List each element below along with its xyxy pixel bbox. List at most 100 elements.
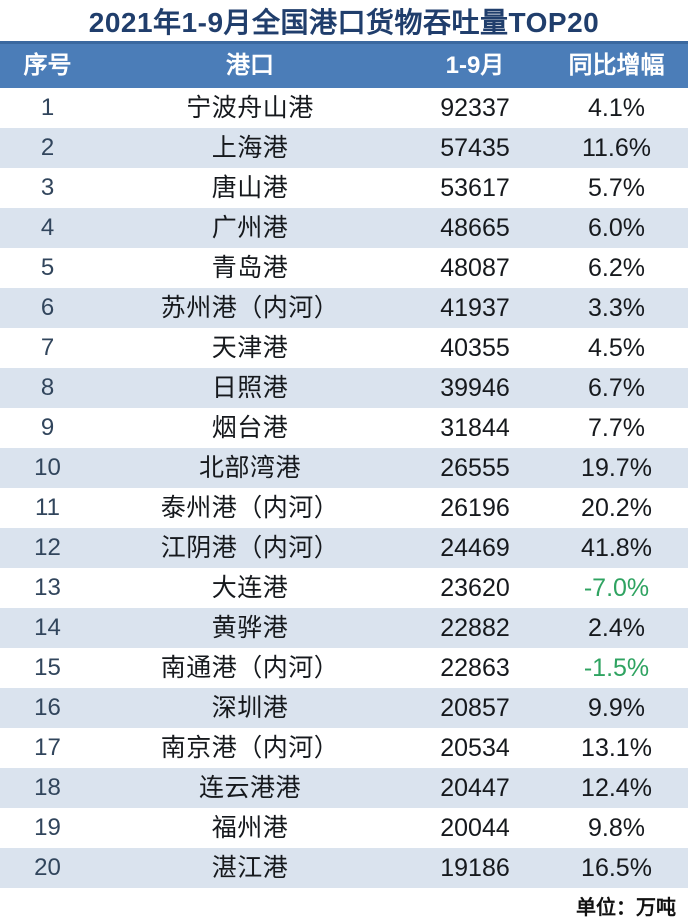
growth-cell: 4.5% bbox=[588, 333, 645, 362]
col-header-port: 港口 bbox=[226, 52, 274, 79]
growth-cell: 9.8% bbox=[588, 813, 645, 842]
table-row: 2 上海港 57435 11.6% bbox=[0, 128, 688, 168]
rank-cell: 14 bbox=[34, 614, 61, 641]
growth-cell: 19.7% bbox=[581, 453, 652, 482]
growth-cell: -7.0% bbox=[583, 573, 650, 602]
value-cell: 19186 bbox=[440, 853, 510, 882]
rank-cell: 16 bbox=[34, 694, 61, 721]
col-header-rank: 序号 bbox=[23, 52, 72, 79]
growth-cell: 2.4% bbox=[588, 613, 645, 642]
table-row: 3 唐山港 53617 5.7% bbox=[0, 168, 688, 208]
growth-cell: 7.7% bbox=[588, 413, 645, 442]
port-cell: 宁波舟山港 bbox=[186, 93, 314, 122]
port-cell: 福州港 bbox=[211, 813, 289, 842]
table-row: 4 广州港 48665 6.0% bbox=[0, 208, 688, 248]
value-cell: 20857 bbox=[440, 693, 510, 722]
port-cell: 北部湾港 bbox=[198, 453, 301, 482]
page-title: 2021年1-9月全国港口货物吞吐量TOP20 bbox=[0, 0, 688, 41]
growth-cell: 9.9% bbox=[588, 693, 645, 722]
table-row: 17 南京港（内河） 20534 13.1% bbox=[0, 728, 688, 768]
value-cell: 20534 bbox=[440, 733, 510, 762]
value-cell: 20447 bbox=[440, 773, 510, 802]
rank-cell: 7 bbox=[40, 334, 55, 361]
port-cell: 上海港 bbox=[211, 133, 289, 162]
table-row: 20 湛江港 19186 16.5% bbox=[0, 848, 688, 888]
col-header-value: 1-9月 bbox=[445, 52, 505, 79]
table-row: 10 北部湾港 26555 19.7% bbox=[0, 448, 688, 488]
value-cell: 48087 bbox=[440, 253, 510, 282]
rank-cell: 10 bbox=[34, 454, 61, 481]
growth-cell: 6.0% bbox=[588, 213, 645, 242]
rank-cell: 4 bbox=[40, 214, 55, 241]
table-row: 8 日照港 39946 6.7% bbox=[0, 368, 688, 408]
value-cell: 39946 bbox=[440, 373, 510, 402]
port-cell: 南通港（内河） bbox=[160, 653, 340, 682]
table-row: 11 泰州港（内河） 26196 20.2% bbox=[0, 488, 688, 528]
table-row: 9 烟台港 31844 7.7% bbox=[0, 408, 688, 448]
rank-cell: 18 bbox=[34, 774, 61, 801]
table-row: 5 青岛港 48087 6.2% bbox=[0, 248, 688, 288]
value-cell: 24469 bbox=[440, 533, 510, 562]
rank-cell: 1 bbox=[40, 94, 55, 121]
rank-cell: 6 bbox=[40, 294, 55, 321]
growth-cell: 4.1% bbox=[588, 93, 645, 122]
table-row: 19 福州港 20044 9.8% bbox=[0, 808, 688, 848]
port-cell: 天津港 bbox=[211, 333, 289, 362]
growth-cell: 16.5% bbox=[581, 853, 652, 882]
value-cell: 20044 bbox=[440, 813, 510, 842]
value-cell: 22882 bbox=[440, 613, 510, 642]
rank-cell: 8 bbox=[40, 374, 55, 401]
value-cell: 22863 bbox=[440, 653, 510, 682]
table-row: 1 宁波舟山港 92337 4.1% bbox=[0, 88, 688, 128]
value-cell: 48665 bbox=[440, 213, 510, 242]
rank-cell: 13 bbox=[34, 574, 61, 601]
rank-cell: 9 bbox=[40, 414, 55, 441]
port-cell: 黄骅港 bbox=[211, 613, 289, 642]
port-cell: 唐山港 bbox=[211, 173, 289, 202]
rank-cell: 19 bbox=[34, 814, 61, 841]
port-cell: 烟台港 bbox=[211, 413, 289, 442]
rank-cell: 15 bbox=[34, 654, 61, 681]
rank-cell: 5 bbox=[40, 254, 55, 281]
port-cell: 大连港 bbox=[211, 573, 289, 602]
port-cell: 江阴港（内河） bbox=[160, 533, 340, 562]
table-row: 7 天津港 40355 4.5% bbox=[0, 328, 688, 368]
col-header-growth: 同比增幅 bbox=[568, 52, 665, 79]
rank-cell: 12 bbox=[34, 534, 61, 561]
value-cell: 26555 bbox=[440, 453, 510, 482]
value-cell: 31844 bbox=[440, 413, 510, 442]
growth-cell: 41.8% bbox=[581, 533, 652, 562]
port-cell: 泰州港（内河） bbox=[160, 493, 340, 522]
value-cell: 53617 bbox=[440, 173, 510, 202]
table-row: 15 南通港（内河） 22863 -1.5% bbox=[0, 648, 688, 688]
growth-cell: 12.4% bbox=[581, 773, 652, 802]
port-cell: 广州港 bbox=[211, 213, 289, 242]
table-row: 16 深圳港 20857 9.9% bbox=[0, 688, 688, 728]
table-row: 14 黄骅港 22882 2.4% bbox=[0, 608, 688, 648]
table-row: 13 大连港 23620 -7.0% bbox=[0, 568, 688, 608]
rank-cell: 20 bbox=[34, 854, 61, 881]
table-row: 18 连云港港 20447 12.4% bbox=[0, 768, 688, 808]
value-cell: 92337 bbox=[440, 93, 510, 122]
table-row: 12 江阴港（内河） 24469 41.8% bbox=[0, 528, 688, 568]
rank-cell: 3 bbox=[40, 174, 55, 201]
table-body: 1 宁波舟山港 92337 4.1% 2 上海港 57435 11.6% 3 唐… bbox=[0, 88, 688, 888]
growth-cell: -1.5% bbox=[583, 653, 650, 682]
value-cell: 41937 bbox=[440, 293, 510, 322]
port-cell: 深圳港 bbox=[211, 693, 289, 722]
port-cell: 南京港（内河） bbox=[160, 733, 340, 762]
growth-cell: 3.3% bbox=[588, 293, 645, 322]
port-cell: 日照港 bbox=[211, 373, 289, 402]
rank-cell: 11 bbox=[35, 494, 60, 521]
port-cell: 青岛港 bbox=[211, 253, 289, 282]
rank-cell: 17 bbox=[34, 734, 61, 761]
growth-cell: 5.7% bbox=[588, 173, 645, 202]
growth-cell: 6.7% bbox=[588, 373, 645, 402]
port-cell: 湛江港 bbox=[211, 853, 289, 882]
table-header: 序号 港口 1-9月 同比增幅 bbox=[0, 41, 688, 88]
port-cell: 苏州港（内河） bbox=[160, 293, 340, 322]
value-cell: 23620 bbox=[440, 573, 510, 602]
growth-cell: 11.6% bbox=[581, 133, 652, 162]
value-cell: 57435 bbox=[440, 133, 510, 162]
